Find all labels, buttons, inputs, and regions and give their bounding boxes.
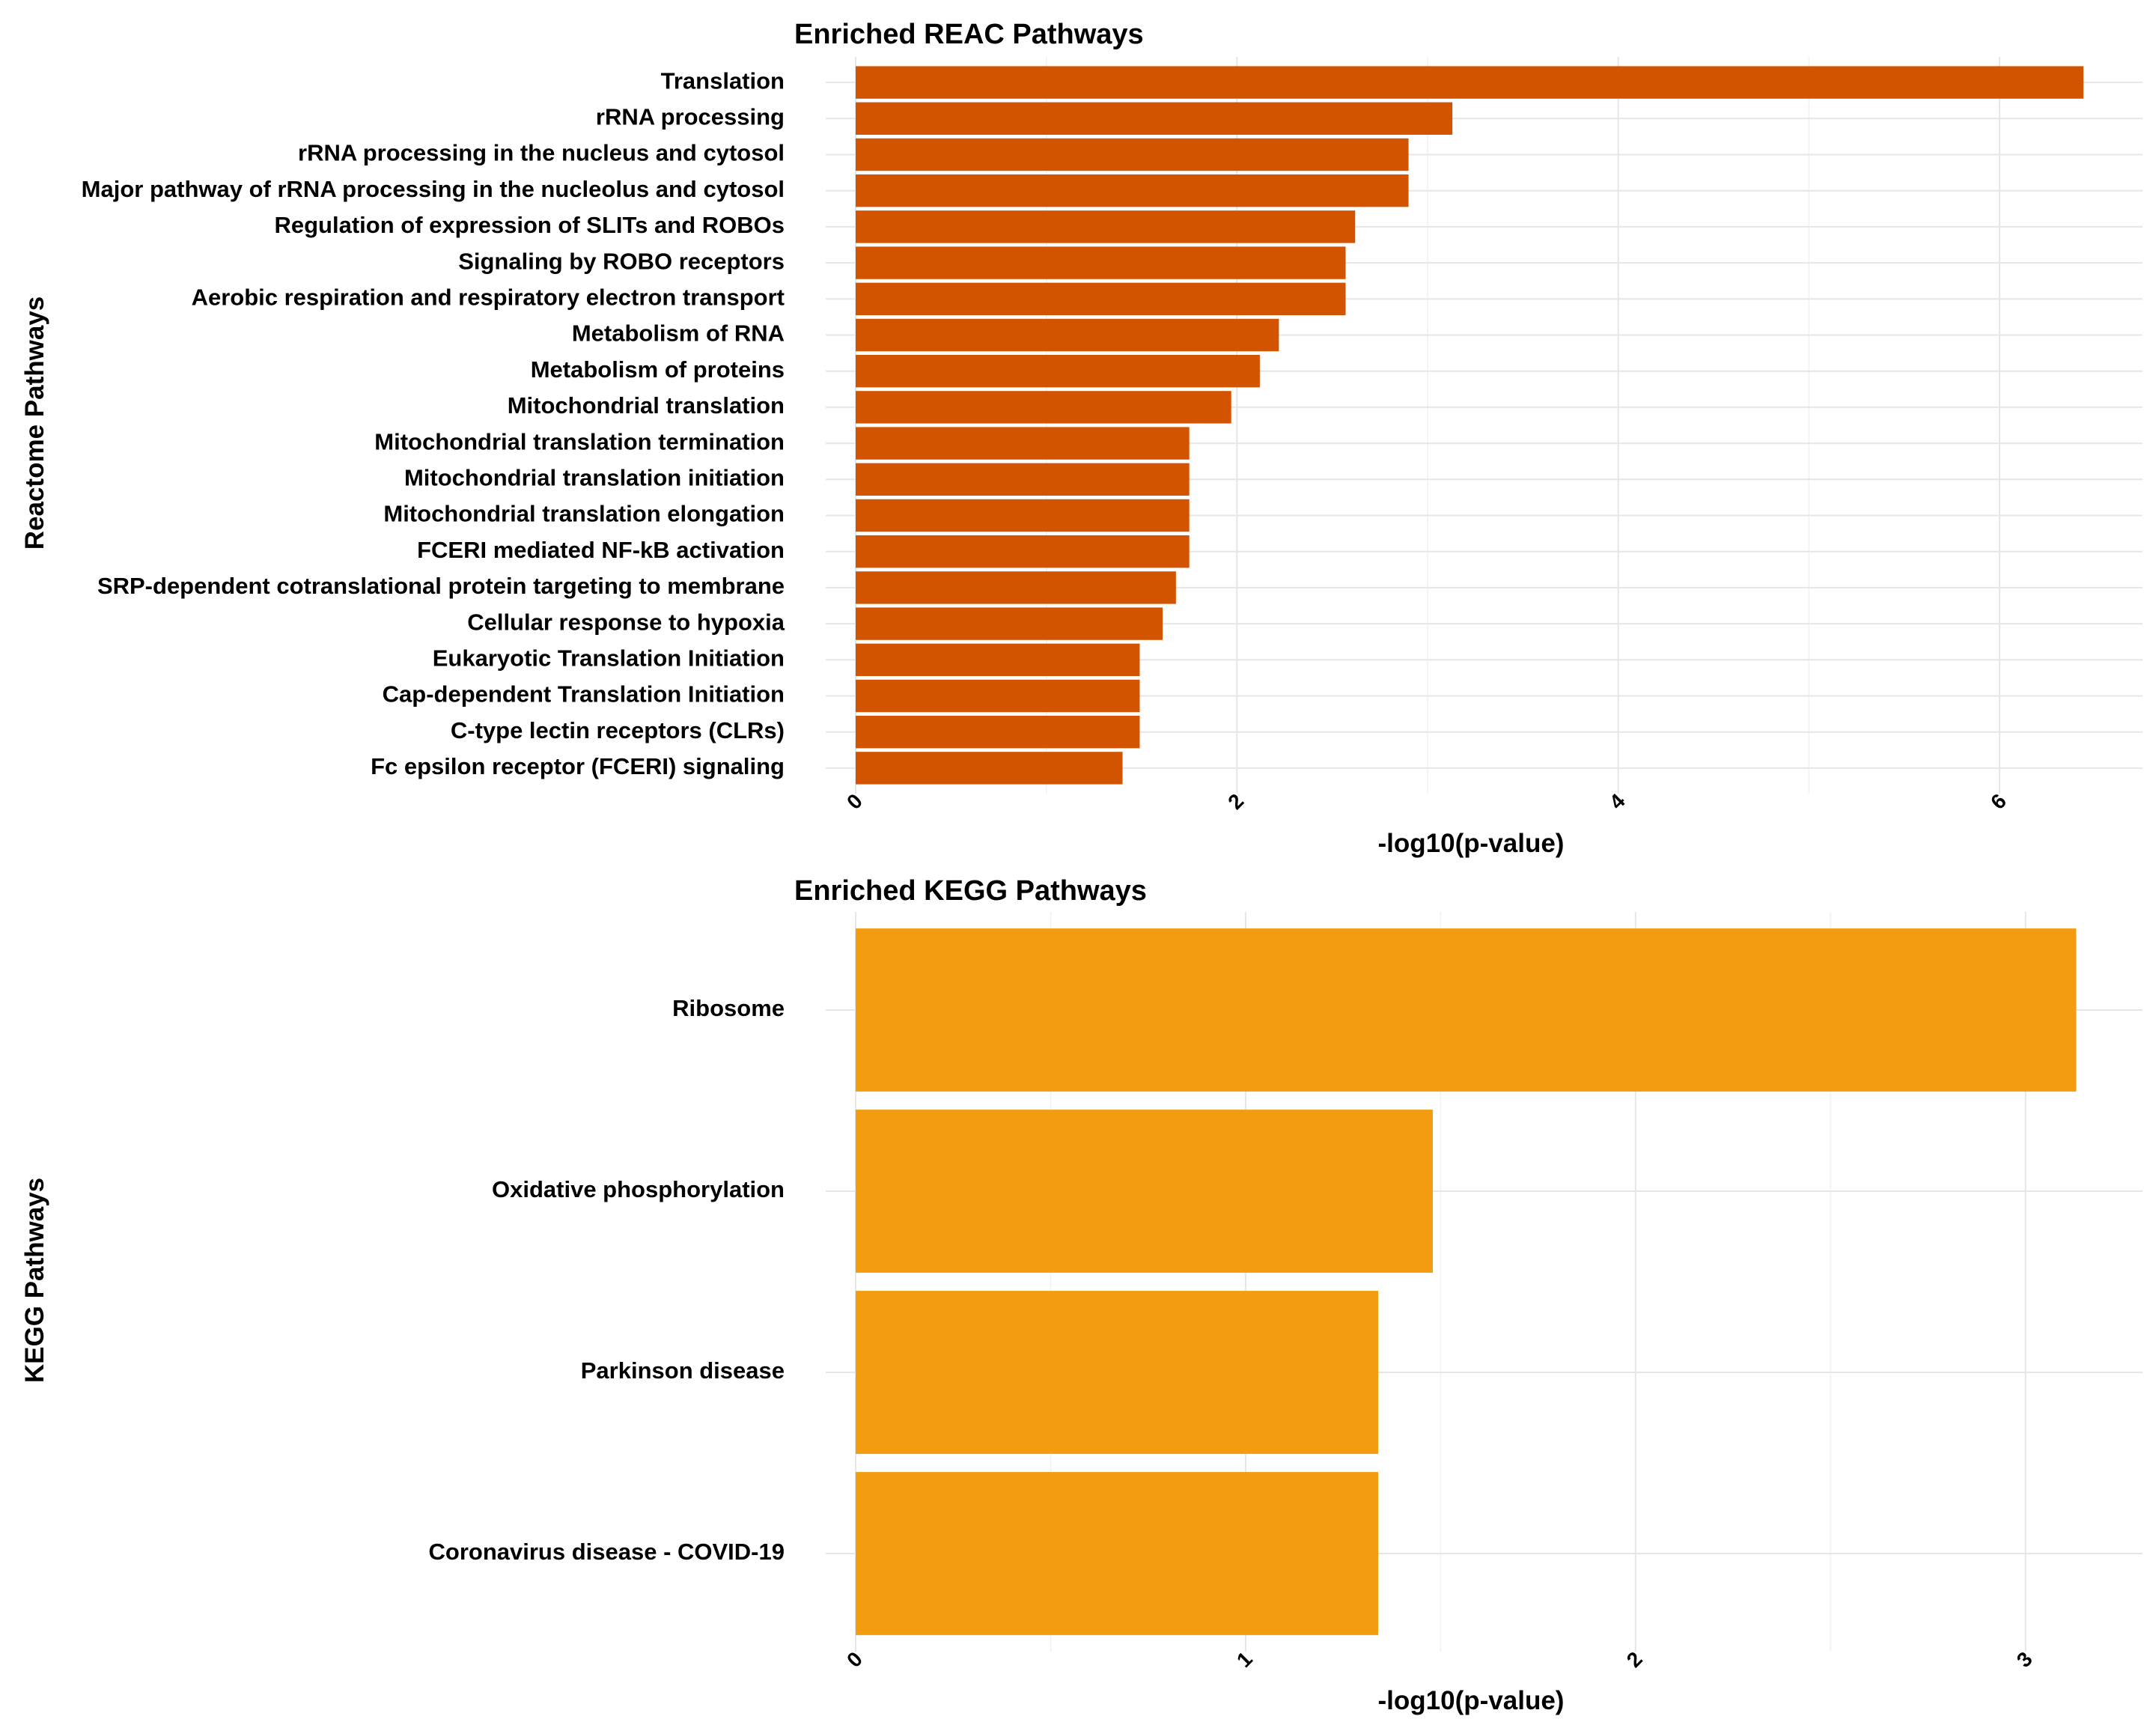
reac-category-label: Mitochondrial translation elongation: [383, 501, 785, 527]
reac-bar-translation: [856, 66, 2084, 99]
reac-category-label: Signaling by ROBO receptors: [458, 248, 785, 274]
reac-category-label: Metabolism of proteins: [531, 356, 785, 383]
reac-bar-signaling-by-robo-receptors: [856, 246, 1346, 279]
reac-panel: Translation rRNA processing rRNA processin…: [20, 19, 2143, 858]
reac-category-label: Cellular response to hypoxia: [467, 609, 785, 635]
reac-x-tick-labels: 0 2 4 6: [842, 789, 2011, 814]
reac-bar-fceri-mediated-nf-kb-activation: [856, 535, 1190, 568]
kegg-category-label: Coronavirus disease - COVID-19: [429, 1539, 785, 1565]
reac-chart-title: Enriched REAC Pathways: [794, 19, 1144, 50]
kegg-category-label: Oxidative phosphorylation: [492, 1176, 785, 1202]
reac-category-label: C-type lectin receptors (CLRs): [451, 717, 785, 743]
reac-bar-eukaryotic-translation-initiation: [856, 643, 1140, 676]
reac-bar-mitochondrial-translation-termination: [856, 427, 1190, 460]
reac-bar-c-type-lectin-receptors-clrs: [856, 716, 1140, 749]
reac-bar-cellular-response-to-hypoxia: [856, 607, 1163, 640]
kegg-x-tick-label: 2: [1622, 1647, 1647, 1672]
reac-category-label: Fc epsilon receptor (FCERI) signaling: [371, 753, 785, 779]
reac-category-labels: Translation rRNA processing rRNA processin…: [82, 67, 785, 779]
reac-category-label: Eukaryotic Translation Initiation: [433, 645, 785, 671]
reac-bar-cap-dependent-translation-initiation: [856, 679, 1140, 713]
kegg-bar-parkinson-disease: [856, 1291, 1379, 1454]
reac-category-label: SRP-dependent cotranslational protein ta…: [97, 573, 785, 599]
reac-bar-aerobic-respiration-and-respiratory-electron-transport: [856, 282, 1346, 315]
reac-x-tick-label: 6: [1986, 789, 2011, 814]
reac-category-label: Aerobic respiration and respiratory elec…: [192, 284, 785, 310]
kegg-bars: [856, 928, 2077, 1635]
reac-category-label: rRNA processing in the nucleus and cytos…: [298, 140, 785, 166]
reac-bar-regulation-of-expression-of-slits-and-robos: [856, 210, 1356, 243]
reac-category-label: Mitochondrial translation: [508, 392, 785, 419]
reac-x-tick-label: 2: [1223, 789, 1248, 814]
reac-category-label: Mitochondrial translation termination: [374, 428, 785, 454]
reac-category-label: FCERI mediated NF-kB activation: [417, 537, 785, 563]
reac-bar-rrna-processing: [856, 102, 1453, 135]
reac-x-tick-label: 4: [1605, 789, 1630, 814]
reac-y-axis-title: Reactome Pathways: [20, 296, 49, 550]
reac-bar-mitochondrial-translation-elongation: [856, 499, 1190, 532]
reac-bar-metabolism-of-rna: [856, 318, 1279, 352]
kegg-bar-coronavirus-disease-covid-19: [856, 1472, 1379, 1635]
reac-category-label: Translation: [661, 67, 785, 94]
kegg-category-label: Parkinson disease: [581, 1357, 785, 1384]
reac-bar-fc-epsilon-receptor-fceri-signaling: [856, 752, 1123, 785]
reac-bar-srp-dependent-cotranslational-protein-targeting-to-membrane: [856, 571, 1176, 604]
kegg-chart-title: Enriched KEGG Pathways: [794, 875, 1147, 907]
reac-x-axis-title: -log10(p-value): [1378, 829, 1565, 858]
reac-category-label: Cap-dependent Translation Initiation: [383, 681, 785, 708]
kegg-y-axis-title: KEGG Pathways: [20, 1178, 49, 1383]
reac-bar-mitochondrial-translation-initiation: [856, 463, 1190, 496]
kegg-panel: Ribosome Oxidative phosphorylation Parkins…: [20, 875, 2143, 1715]
reac-bars: [856, 66, 2084, 785]
kegg-category-labels: Ribosome Oxidative phosphorylation Parkins…: [429, 995, 785, 1565]
reac-category-label: Mitochondrial translation initiation: [404, 464, 785, 490]
kegg-bar-oxidative-phosphorylation: [856, 1110, 1433, 1273]
kegg-x-tick-label: 0: [842, 1647, 867, 1672]
reac-bar-major-pathway-of-rrna-processing-in-the-nucleolus-and-cytosol: [856, 174, 1409, 207]
reac-bar-mitochondrial-translation: [856, 391, 1231, 424]
kegg-x-axis-title: -log10(p-value): [1378, 1686, 1565, 1715]
kegg-x-tick-label: 3: [2012, 1647, 2037, 1672]
reac-x-tick-label: 0: [842, 789, 867, 814]
kegg-category-label: Ribosome: [672, 995, 785, 1021]
reac-bar-metabolism-of-proteins: [856, 355, 1260, 388]
kegg-bar-ribosome: [856, 928, 2077, 1092]
kegg-x-tick-label: 1: [1232, 1647, 1257, 1672]
reac-category-label: rRNA processing: [596, 103, 785, 130]
reac-category-label: Metabolism of RNA: [572, 320, 785, 347]
reac-category-label: Regulation of expression of SLITs and RO…: [274, 212, 785, 238]
reac-bar-rrna-processing-in-the-nucleus-and-cytosol: [856, 138, 1409, 171]
reac-category-label: Major pathway of rRNA processing in the …: [82, 176, 785, 202]
kegg-x-tick-labels: 0 1 2 3: [842, 1647, 2037, 1672]
